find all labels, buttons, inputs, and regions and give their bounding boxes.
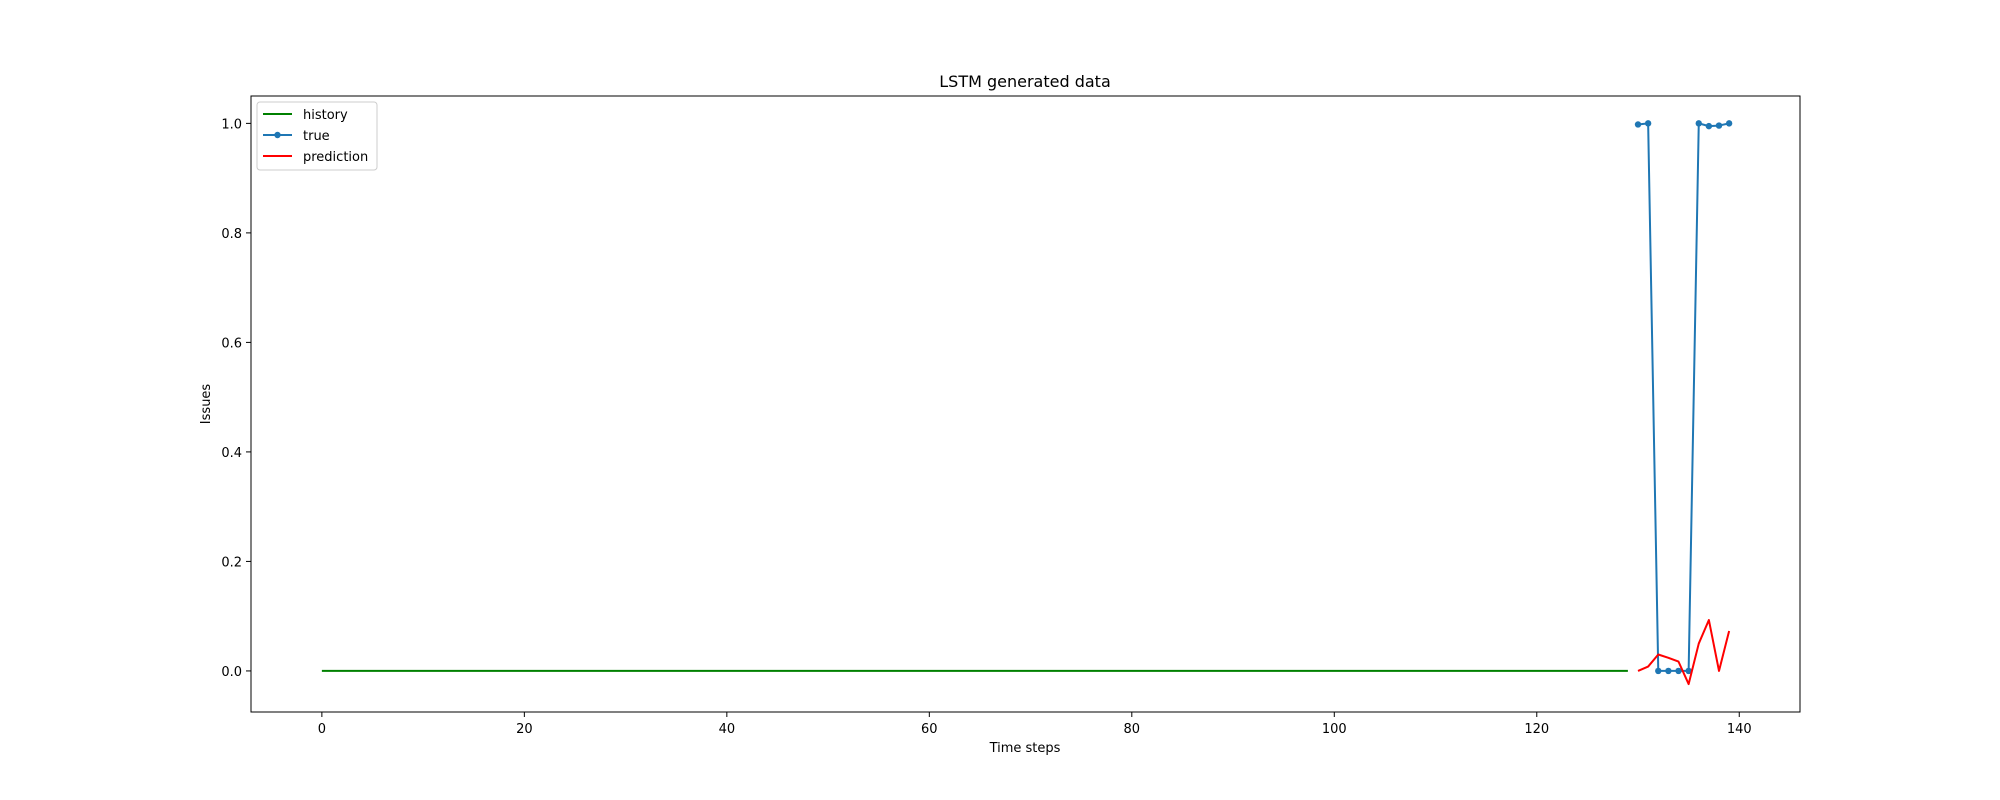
legend-box [256,101,378,171]
series-line-prediction [1637,619,1731,686]
x-tick-label: 40 [719,722,736,737]
legend-label-prediction: prediction [303,150,368,165]
data-point-true [1705,122,1713,130]
y-tick-label: 0.8 [221,227,242,242]
y-axis-ticks: 0.0 0.2 0.4 0.6 0.8 1.0 [221,117,251,680]
x-axis-ticks: 0 20 40 60 80 100 120 140 [318,712,1752,737]
data-point-true [1655,667,1662,675]
data-point-true [1725,120,1733,127]
data-point-true [1695,120,1702,127]
y-tick-label: 0.2 [221,555,242,570]
data-point-true [1634,121,1642,128]
chart-title: LSTM generated data [939,72,1111,91]
x-tick-label: 120 [1524,722,1549,737]
data-point-true [1644,120,1652,127]
data-point-true [1665,667,1672,675]
data-point-true [1675,667,1682,675]
x-tick-label: 60 [921,722,938,737]
x-tick-label: 80 [1124,722,1141,737]
legend-label-true: true [303,129,330,144]
data-point-true [1715,122,1723,129]
y-tick-label: 1.0 [221,117,242,132]
data-point-true [1685,667,1692,675]
legend: history true prediction [256,101,378,171]
x-tick-label: 100 [1322,722,1347,737]
x-tick-label: 140 [1727,722,1752,737]
series-layer [321,120,1733,686]
x-axis-label: Time steps [989,741,1061,756]
legend-marker-true [274,131,281,139]
y-tick-label: 0.4 [221,446,242,461]
plot-frame [250,95,1801,713]
legend-label-history: history [303,108,348,123]
y-tick-label: 0.6 [221,336,242,351]
y-tick-label: 0.0 [221,665,242,680]
x-tick-label: 20 [516,722,533,737]
x-tick-label: 0 [318,722,326,737]
plot-area [250,95,1801,713]
y-axis-label: Issues [199,384,214,425]
